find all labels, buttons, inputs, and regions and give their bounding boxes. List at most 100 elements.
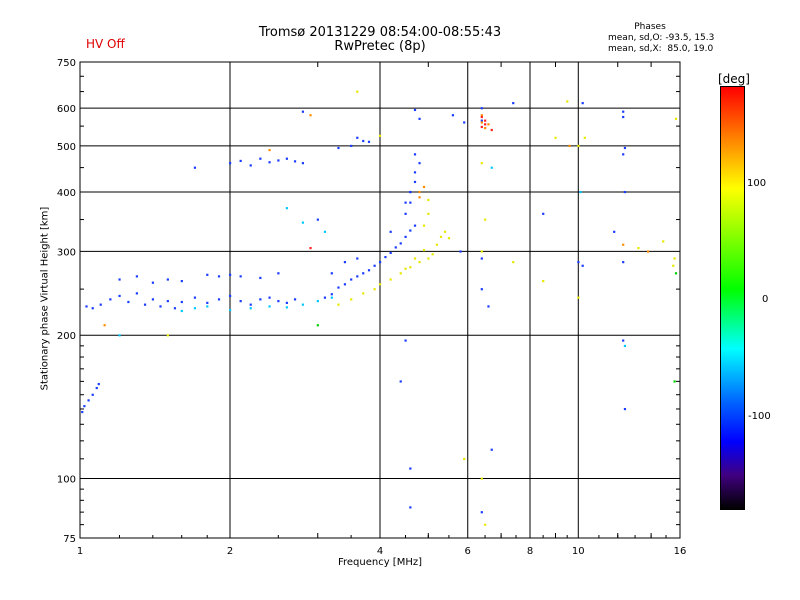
y-tick-label: 300 <box>57 247 76 258</box>
data-point <box>217 298 221 301</box>
data-point <box>422 249 426 252</box>
data-point <box>480 477 483 480</box>
data-point <box>277 300 280 303</box>
data-point <box>301 303 305 306</box>
data-point <box>413 153 417 156</box>
data-point <box>581 102 584 105</box>
data-point <box>490 448 493 451</box>
data-point <box>159 305 162 308</box>
data-point <box>268 296 271 299</box>
data-point <box>362 292 365 295</box>
data-point <box>316 300 319 303</box>
data-point <box>480 121 483 124</box>
colorbar-tick: 0 <box>762 294 769 305</box>
data-point <box>135 275 138 278</box>
data-point <box>173 307 177 310</box>
data-point <box>480 125 483 129</box>
data-point <box>362 139 365 143</box>
phases-x: mean, sd,X: 85.0, 19.0 <box>608 44 714 54</box>
phases-title: Phases <box>634 22 666 32</box>
colorbar <box>720 86 745 510</box>
colorbar-label: [deg] <box>718 72 750 86</box>
data-point <box>259 157 262 160</box>
data-point <box>622 115 625 119</box>
data-point <box>413 171 417 174</box>
data-point <box>301 162 305 165</box>
data-point <box>413 257 417 260</box>
data-point <box>206 273 209 276</box>
data-point <box>413 224 417 227</box>
data-point <box>350 278 353 281</box>
data-point <box>554 136 557 139</box>
data-point <box>418 162 421 165</box>
data-point <box>413 180 417 184</box>
y-tick-label: 750 <box>57 58 76 69</box>
data-point <box>143 303 147 306</box>
data-point <box>193 166 197 169</box>
y-tick-label: 75 <box>63 534 76 545</box>
data-point <box>206 301 209 304</box>
data-point <box>422 224 426 227</box>
y-tick-label: 500 <box>57 142 76 153</box>
data-point <box>409 266 412 269</box>
data-point <box>577 261 580 264</box>
data-point <box>180 309 183 313</box>
data-point <box>673 257 676 260</box>
data-point <box>622 110 625 113</box>
data-point <box>427 198 430 202</box>
data-point <box>480 511 483 514</box>
data-point <box>484 119 487 122</box>
data-point <box>83 405 86 408</box>
data-point <box>301 110 305 113</box>
data-point <box>293 160 297 163</box>
data-point <box>512 102 515 105</box>
data-point <box>613 230 616 233</box>
data-point <box>367 140 371 143</box>
data-point <box>418 196 421 199</box>
data-point <box>323 230 327 233</box>
data-point <box>623 146 627 150</box>
data-point <box>285 207 288 210</box>
data-point <box>480 250 483 253</box>
data-point <box>431 253 434 256</box>
data-point <box>646 250 650 253</box>
data-point <box>85 305 88 308</box>
colorbar-tick: 100 <box>747 178 767 189</box>
data-point <box>409 506 412 509</box>
data-point <box>662 240 665 243</box>
data-point <box>480 115 483 119</box>
colorbar-tick: -100 <box>748 411 771 422</box>
data-point <box>577 296 580 299</box>
data-point <box>384 256 387 259</box>
data-point <box>293 298 297 301</box>
data-point <box>427 257 430 260</box>
data-point <box>672 264 675 267</box>
data-point <box>583 136 586 139</box>
data-point <box>435 243 438 246</box>
data-point <box>193 296 197 299</box>
y-tick-label: 100 <box>57 475 76 486</box>
data-point <box>249 303 252 306</box>
data-point <box>249 164 252 167</box>
data-point <box>103 324 106 327</box>
data-point <box>337 286 340 289</box>
data-point <box>309 247 312 250</box>
data-point <box>409 229 412 232</box>
data-point <box>413 108 417 112</box>
data-point <box>673 380 676 383</box>
data-point <box>249 307 252 310</box>
data-point <box>229 273 232 276</box>
data-point <box>409 467 412 470</box>
data-point <box>118 334 121 337</box>
x-tick-label: 10 <box>572 546 585 557</box>
x-tick-label: 6 <box>465 546 471 557</box>
data-point <box>484 127 487 130</box>
data-point <box>490 166 493 169</box>
data-point <box>109 298 112 301</box>
data-point <box>135 292 138 295</box>
data-point <box>566 100 569 103</box>
data-point <box>581 264 584 267</box>
y-axis-label: Stationary phase Virtual Height [km] <box>39 206 51 391</box>
data-point <box>399 380 402 383</box>
data-point <box>579 190 582 194</box>
